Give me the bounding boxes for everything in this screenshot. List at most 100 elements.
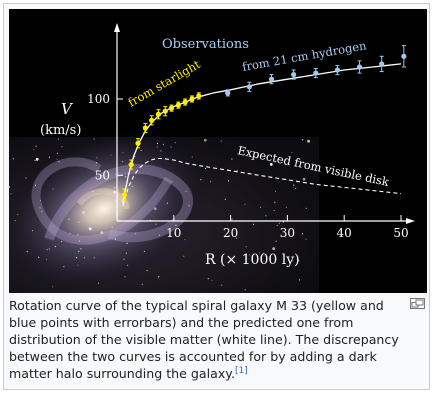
star	[188, 205, 190, 207]
star	[275, 240, 277, 242]
star	[127, 264, 129, 266]
star	[231, 218, 233, 220]
star	[56, 152, 59, 154]
hydrogen-point	[268, 76, 275, 82]
y-tick-label: 50	[95, 168, 110, 182]
star	[153, 207, 157, 211]
star	[124, 176, 126, 178]
star	[307, 139, 310, 143]
star	[207, 278, 209, 280]
star	[110, 154, 112, 156]
y-tick-label: 100	[87, 92, 110, 106]
star	[78, 250, 80, 253]
starlight-point	[142, 125, 148, 131]
hydrogen-point	[334, 67, 340, 73]
star	[88, 227, 92, 231]
star	[231, 158, 233, 160]
hydrogen-point	[379, 61, 385, 67]
star	[83, 257, 85, 259]
hydrogen-point	[401, 53, 407, 59]
citation-link[interactable]: [1]	[234, 365, 248, 376]
star	[126, 242, 128, 244]
starlight-point	[168, 105, 175, 111]
starlight-point	[196, 93, 202, 99]
star	[244, 289, 246, 291]
star	[123, 258, 125, 260]
star	[78, 221, 80, 223]
star	[31, 230, 34, 232]
star	[262, 252, 265, 254]
rotation-curve-figure[interactable]: 10 20 30 40 50 50 100 Observations from 21 cm …	[9, 9, 427, 293]
x-tick-label: 50	[393, 226, 408, 240]
star	[25, 177, 27, 179]
y-axis-arrow	[114, 23, 120, 32]
star	[203, 138, 207, 142]
starlight-point	[135, 140, 141, 146]
star	[298, 279, 301, 281]
star	[83, 199, 85, 201]
star	[274, 201, 276, 203]
star	[14, 220, 16, 222]
star	[114, 238, 116, 240]
star	[210, 181, 212, 183]
star	[135, 233, 137, 235]
star	[39, 207, 41, 209]
star	[236, 170, 238, 172]
star	[305, 207, 307, 209]
hydrogen-point	[291, 72, 297, 78]
citation-ref[interactable]: [1]	[235, 366, 248, 376]
star	[61, 146, 63, 148]
star	[56, 158, 58, 160]
star	[77, 233, 79, 236]
rotation-curve-chart: 10 20 30 40 50 50 100 Observations from 21 cm …	[9, 23, 427, 293]
star	[111, 226, 113, 228]
x-tick-label: 20	[223, 226, 238, 240]
star	[52, 286, 54, 288]
hydrogen-point	[246, 84, 252, 90]
star	[140, 149, 142, 152]
star	[98, 282, 100, 284]
star	[48, 156, 50, 158]
starlight-point	[189, 96, 195, 102]
star	[93, 257, 95, 259]
chart-title: Observations	[162, 37, 249, 52]
star	[259, 206, 262, 209]
star	[278, 222, 280, 224]
star	[158, 276, 160, 278]
star	[185, 190, 187, 192]
star	[93, 138, 95, 140]
star	[114, 187, 116, 189]
starlight-point	[162, 108, 168, 114]
star	[57, 138, 60, 140]
star	[298, 259, 300, 261]
star	[101, 175, 103, 177]
star	[132, 185, 134, 188]
starlight-point	[155, 111, 162, 117]
starlight-point	[182, 99, 188, 105]
hydrogen-point	[225, 90, 231, 96]
star	[305, 238, 307, 240]
star	[63, 266, 65, 268]
star	[220, 140, 222, 142]
star	[33, 148, 35, 150]
star	[124, 276, 126, 278]
star	[248, 254, 251, 256]
star	[191, 156, 193, 158]
starlight-point	[149, 117, 155, 123]
enlarge-icon[interactable]	[410, 298, 425, 309]
star	[274, 190, 277, 192]
star	[252, 223, 255, 225]
star	[34, 184, 37, 186]
star	[34, 159, 36, 162]
hydrogen-point	[356, 64, 363, 70]
hydrogen-annotation: from 21 cm hydrogen	[241, 38, 368, 74]
star	[183, 255, 185, 257]
starlight-point	[175, 102, 181, 108]
star	[272, 247, 276, 251]
starlight-point	[128, 161, 134, 168]
star	[141, 283, 143, 285]
star	[166, 202, 168, 204]
star	[156, 146, 158, 148]
star	[113, 191, 116, 193]
hydrogen-point	[313, 70, 319, 76]
